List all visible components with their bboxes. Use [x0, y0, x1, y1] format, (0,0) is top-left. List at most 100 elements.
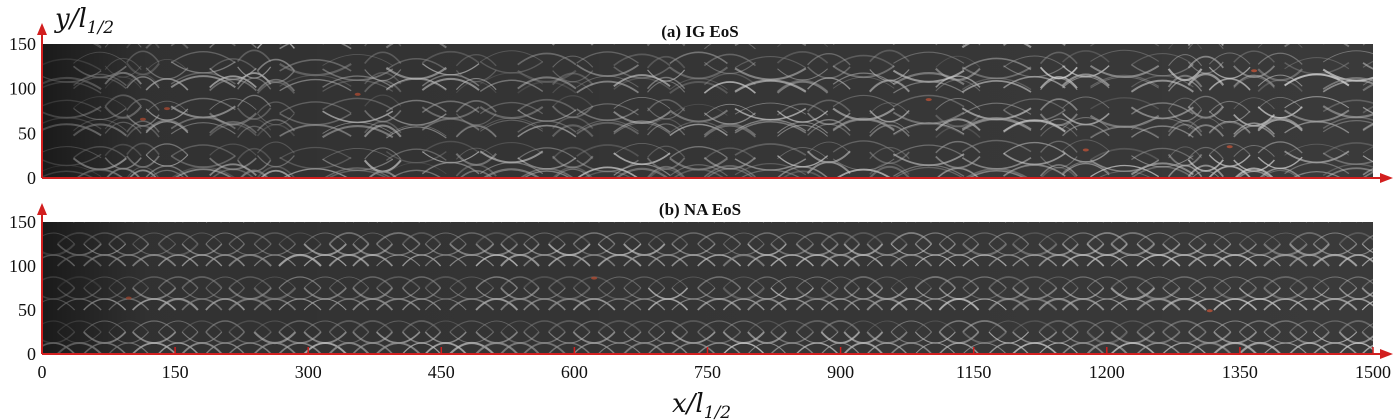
y-tick-label: 50 [18, 123, 36, 143]
cell-arc [1285, 29, 1349, 40]
cell-arc [323, 190, 393, 201]
cell-arc [598, 365, 641, 376]
cell-arc [1264, 365, 1307, 376]
panel-a-x-arrow [1380, 173, 1393, 183]
cell-arc [1234, 28, 1275, 39]
cell-arc [1209, 30, 1250, 41]
cell-arc [867, 200, 907, 211]
cell-arc [1111, 200, 1154, 211]
cell-arc [553, 30, 593, 41]
cell-arc [304, 200, 346, 211]
cell-arc [365, 30, 401, 41]
cell-arc [386, 193, 446, 204]
cell-arc [329, 222, 369, 223]
cell-arc [1313, 222, 1357, 223]
panel-a-title: (a) IG EoS [661, 22, 738, 41]
cell-arc [257, 193, 294, 204]
y-tick-label: 50 [18, 300, 36, 320]
cell-arc [988, 222, 1029, 223]
cell-arc [1289, 222, 1330, 223]
cell-arc [132, 222, 176, 223]
cell-arc [402, 222, 441, 223]
cell-arc [771, 365, 814, 376]
cell-arc [182, 222, 222, 223]
cell-arc [770, 222, 814, 223]
cell-arc [867, 222, 907, 223]
cell-arc [1137, 365, 1180, 376]
y-tick-label: 150 [9, 34, 36, 54]
cell-arc [870, 32, 909, 43]
x-tick-label: 600 [561, 362, 588, 382]
cell-arc [83, 222, 126, 223]
cell-arc [109, 200, 149, 211]
cell-arc [422, 29, 479, 40]
cell-arc [1163, 200, 1206, 211]
cell-arc [1387, 299, 1400, 310]
panel-a-y-arrow [37, 23, 47, 35]
cell-arc [1387, 233, 1400, 244]
cell-arc [577, 20, 639, 31]
cell-arc [1063, 200, 1104, 211]
cell-arc [915, 222, 956, 223]
cell-arc [229, 222, 272, 223]
cell-arc [648, 365, 687, 376]
cell-arc [84, 200, 126, 211]
cell-arc [108, 222, 149, 223]
cell-arc [1090, 24, 1158, 35]
cell-arc [1137, 222, 1180, 223]
cell-arc [1209, 31, 1250, 42]
cell-arc [456, 32, 496, 43]
cell-arc [1163, 365, 1206, 376]
cell-arc [501, 365, 539, 376]
cell-arc [1063, 186, 1110, 197]
cell-arc [1339, 222, 1341, 223]
panel-b-x-arrow [1380, 349, 1393, 359]
cell-arc [1062, 222, 1104, 223]
y-tick-label: 0 [27, 344, 36, 364]
cell-arc [1363, 20, 1400, 31]
cell-arc [777, 30, 827, 41]
panel-a-y-label: y/l1/2 [54, 4, 114, 38]
cell-arc [1290, 365, 1329, 376]
cell-arc [523, 222, 566, 223]
cell-arc [734, 44, 807, 47]
cell-arc [1387, 277, 1400, 288]
y-tick-label: 0 [27, 168, 36, 188]
cell-arc [962, 222, 1007, 223]
cell-arc [1239, 222, 1281, 223]
cell-arc [210, 20, 257, 31]
cell-arc [548, 222, 590, 223]
cell-arc [1363, 31, 1400, 42]
cell-arc [1111, 222, 1155, 223]
cell-arc [84, 365, 126, 376]
cell-arc [480, 28, 542, 39]
cell-arc [1063, 29, 1110, 40]
cell-arc [1339, 200, 1377, 211]
cell-arc [1213, 222, 1257, 223]
cell-arc [1387, 211, 1400, 222]
cell-arc [1169, 188, 1202, 199]
x-tick-label: 750 [694, 362, 721, 382]
cell-arc [1313, 365, 1356, 376]
y-tick-label: 150 [9, 212, 36, 232]
cell-arc [1187, 44, 1224, 46]
cell-arc [171, 29, 235, 40]
x-tick-label: 0 [38, 362, 47, 382]
cell-arc [747, 222, 787, 223]
cell-arc [323, 44, 393, 45]
cell-arc [1041, 19, 1078, 30]
cell-arc [353, 365, 392, 376]
cell-arc [377, 200, 420, 211]
cell-arc [158, 222, 198, 223]
cell-arc [109, 365, 149, 376]
panel-a-y-ticks: 0 50 100 150 [9, 34, 36, 188]
cell-arc [425, 222, 467, 223]
cell-arc [821, 222, 860, 223]
cell-arc [748, 200, 786, 211]
cell-arc [777, 194, 827, 205]
cell-arc [808, 31, 851, 42]
cell-arc [833, 192, 894, 203]
cell-arc [1012, 222, 1057, 223]
cell-arc [523, 222, 566, 223]
